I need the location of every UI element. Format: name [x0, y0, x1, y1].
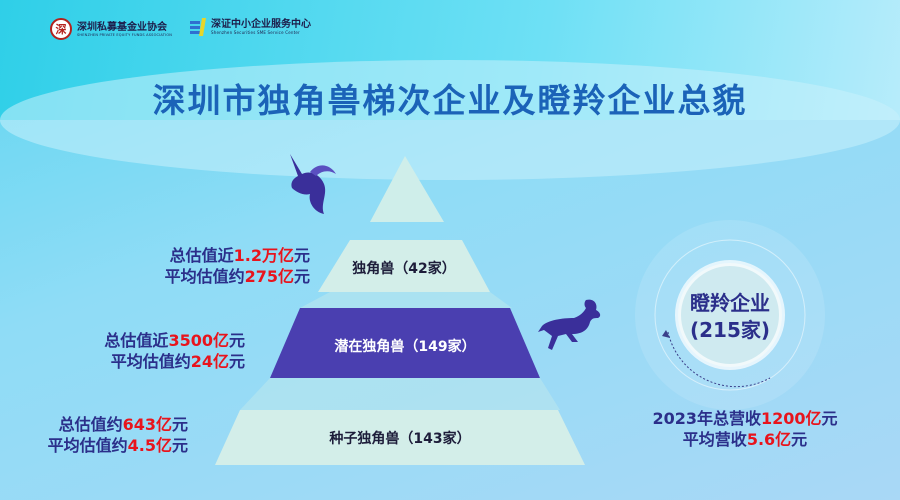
unicorn-stats: 总估值近1.2万亿元 平均估值约275亿元 [164, 246, 310, 286]
gazelle-circle [635, 220, 825, 410]
decorative-wave [0, 60, 900, 180]
logo-szpefa: 深 深圳私募基金业协会 SHENZHEN PRIVATE EQUITY FUNDS… [50, 18, 172, 40]
tier-potential [270, 308, 540, 378]
tier-unicorn-shadow [300, 292, 512, 308]
tier-unicorn [318, 240, 490, 292]
szpefa-seal-icon: 深 [50, 18, 72, 40]
gazelle-icon [538, 299, 601, 350]
tier-seed-label: 种子独角兽（143家） [329, 431, 471, 447]
gazelle-label: 瞪羚企业 (215家) [689, 291, 771, 342]
unicorn-icon [290, 154, 336, 214]
potential-stats: 总估值近3500亿元 平均估值约24亿元 [104, 331, 245, 371]
tier-seed [215, 410, 585, 465]
dotted-arrow [667, 331, 771, 388]
tier-potential-shadow [240, 378, 560, 410]
page-title: 深圳市独角兽梯次企业及瞪羚企业总貌 [152, 81, 748, 120]
logo-sme-center: 深证中小企业服务中心 Shenzhen Securities SME Servic… [190, 18, 311, 36]
gazelle-stats: 2023年总营收1200亿元 平均营收5.6亿元 [652, 409, 838, 449]
pyramid-apex [370, 156, 444, 222]
seed-stats: 总估值约643亿元 平均估值约4.5亿元 [47, 415, 188, 455]
tier-potential-label: 潜在独角兽（149家） [334, 339, 476, 355]
sme-center-icon [190, 18, 206, 36]
tier-unicorn-label: 独角兽（42家） [352, 261, 456, 277]
